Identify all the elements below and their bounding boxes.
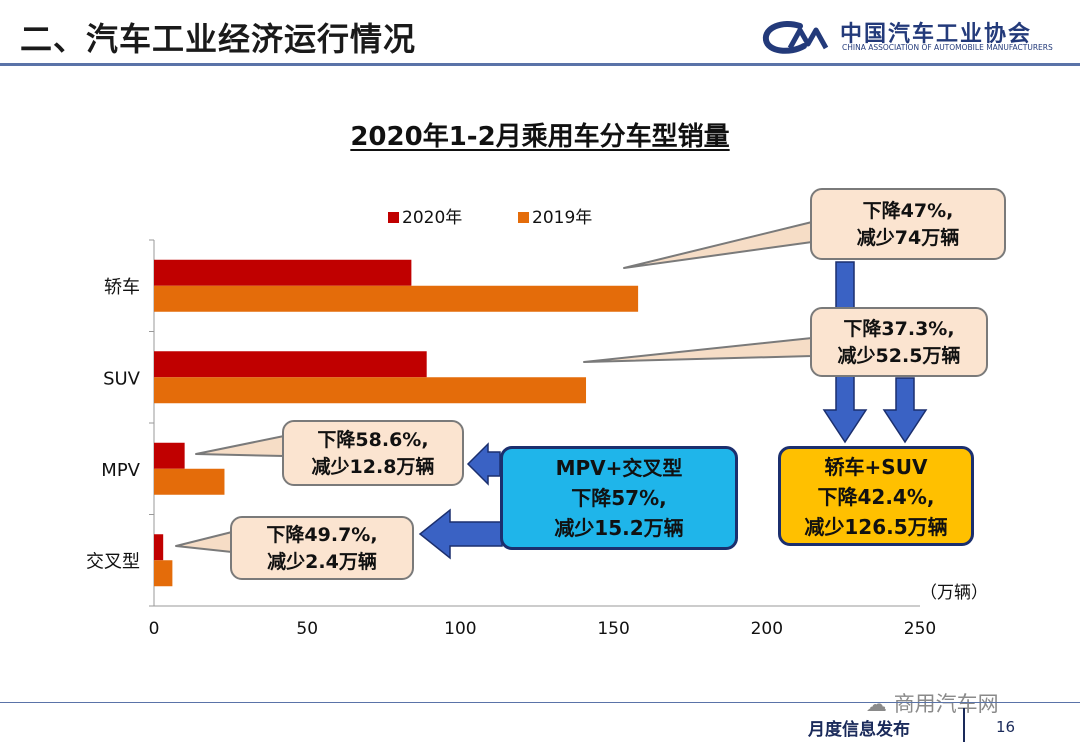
summary-mpv-crossover-line3: 减少15.2万辆 [554, 516, 684, 540]
callout-mpv-line1: 下降58.6%, [317, 429, 429, 451]
bar-2019年-交叉型 [154, 560, 173, 587]
footer-separator [963, 708, 965, 742]
summary-sedan-suv-line3: 减少126.5万辆 [804, 515, 948, 539]
x-tick-label: 0 [149, 619, 160, 639]
legend-label-2020年: 2020年 [402, 208, 462, 228]
callout-crossover-line1: 下降49.7%, [266, 524, 378, 546]
callout-sedan-line2: 减少74万辆 [856, 227, 960, 249]
header-divider [0, 63, 1080, 66]
chart-title: 2020年1-2月乘用车分车型销量 [350, 122, 730, 152]
arrow-left-icon [466, 442, 501, 486]
callout-crossover-line2: 减少2.4万辆 [267, 551, 377, 573]
callout-crossover: 下降49.7%, 减少2.4万辆 [230, 516, 414, 580]
summary-mpv-crossover-line2: 下降57%, [571, 486, 667, 510]
callout-crossover-pointer [175, 531, 233, 553]
page-title: 二、汽车工业经济运行情况 [20, 20, 417, 58]
summary-mpv-crossover: MPV+交叉型 下降57%, 减少15.2万辆 [500, 446, 738, 550]
wechat-icon: ☁ [866, 692, 894, 716]
x-tick-label: 250 [904, 619, 936, 639]
x-tick-label: 150 [597, 619, 629, 639]
x-tick-label: 100 [444, 619, 476, 639]
logo-text-cn: 中国汽车工业协会 [840, 22, 1033, 47]
logo-text-en: CHINA ASSOCIATION OF AUTOMOBILE MANUFACT… [842, 43, 1053, 52]
callout-sedan-line1: 下降47%, [862, 200, 954, 222]
legend-swatch-2019年 [518, 212, 529, 223]
callout-sedan-pointer [623, 221, 813, 269]
callout-mpv-line2: 减少12.8万辆 [311, 456, 435, 478]
footer-label: 月度信息发布 [808, 720, 910, 740]
page-number: 16 [996, 718, 1016, 736]
x-tick-label: 200 [751, 619, 783, 639]
x-tick-label: 50 [296, 619, 318, 639]
y-tick-label: SUV [103, 368, 141, 389]
footer-divider [0, 702, 1080, 703]
bar-2020年-轿车 [154, 259, 412, 286]
watermark: ☁ 商用汽车网 [866, 688, 999, 718]
legend-swatch-2020年 [388, 212, 399, 223]
callout-suv-pointer [583, 337, 813, 363]
association-logo-icon [762, 20, 829, 54]
summary-sedan-suv: 轿车+SUV 下降42.4%, 减少126.5万辆 [778, 446, 974, 546]
summary-sedan-suv-line1: 轿车+SUV [824, 455, 928, 479]
y-tick-label: MPV [101, 460, 140, 481]
callout-mpv-pointer [195, 435, 285, 457]
y-tick-label: 轿车 [104, 277, 140, 298]
bar-2020年-SUV [154, 351, 427, 378]
arrow-down-icon [882, 377, 928, 444]
summary-mpv-crossover-line1: MPV+交叉型 [555, 456, 683, 480]
callout-suv: 下降37.3%, 减少52.5万辆 [810, 307, 988, 377]
watermark-text: 商用汽车网 [893, 692, 999, 716]
summary-sedan-suv-line2: 下降42.4%, [817, 485, 935, 509]
bar-2019年-轿车 [154, 285, 639, 312]
callout-suv-line1: 下降37.3%, [843, 318, 955, 340]
arrow-left-icon [418, 508, 503, 560]
y-tick-label: 交叉型 [86, 551, 140, 572]
bar-2019年-MPV [154, 468, 225, 495]
bar-2019年-SUV [154, 377, 587, 404]
callout-mpv: 下降58.6%, 减少12.8万辆 [282, 420, 464, 486]
bar-2020年-MPV [154, 442, 185, 469]
callout-suv-line2: 减少52.5万辆 [837, 345, 961, 367]
x-unit-label: （万辆） [920, 583, 988, 603]
legend-label-2019年: 2019年 [532, 208, 592, 228]
bar-2020年-交叉型 [154, 534, 164, 561]
callout-sedan: 下降47%, 减少74万辆 [810, 188, 1006, 260]
